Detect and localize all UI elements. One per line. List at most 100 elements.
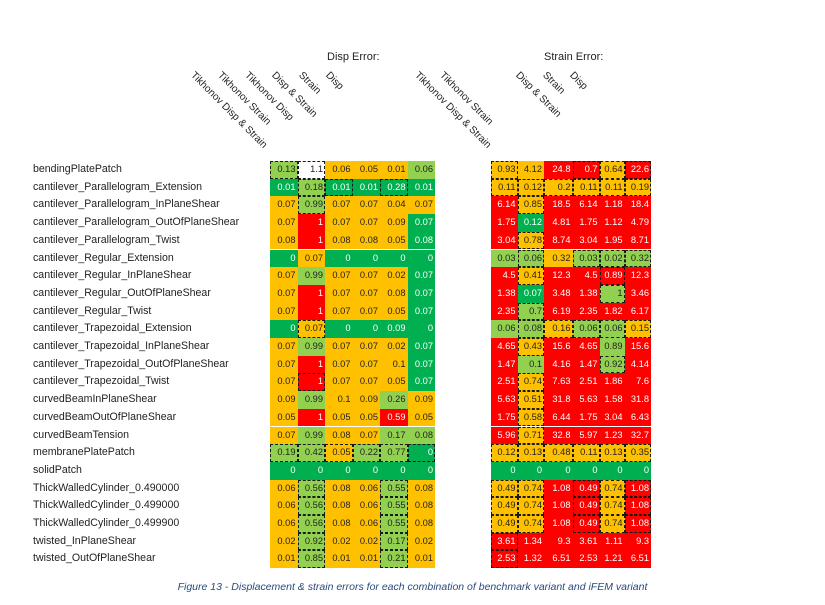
heatmap-cell: 0.56: [297, 479, 325, 498]
heatmap-cell: 7.63: [544, 373, 573, 392]
heatmap-cell: 5.96: [491, 426, 518, 445]
heatmap-cell: 0.41: [517, 267, 544, 285]
heatmap-cell: 0.07: [407, 214, 435, 232]
heatmap-cell: 0: [270, 461, 298, 480]
heatmap-cell: 0.28: [380, 178, 408, 197]
heatmap-cell: 0.55: [380, 497, 408, 515]
heatmap-cell: 0.09: [380, 214, 408, 232]
heatmap-cell: 2.53: [572, 550, 600, 569]
heatmap-cell: 0.07: [270, 214, 298, 232]
row-label: cantilever_Regular_InPlaneShear: [33, 269, 192, 282]
heatmap-cell: 2.51: [491, 373, 518, 392]
heatmap-cell: 0.2: [544, 178, 573, 197]
heatmap-cell: 0: [407, 461, 435, 480]
heatmap-cell: 0: [407, 320, 435, 338]
heatmap-cell: 0.01: [352, 550, 380, 569]
disp-error-title: Disp Error:: [327, 51, 380, 63]
heatmap-cell: 0.08: [270, 231, 298, 250]
heatmap-cell: 1.75: [491, 408, 518, 427]
heatmap-cell: 0.07: [407, 284, 435, 303]
row-label: cantilever_Regular_OutOfPlaneShear: [33, 286, 211, 299]
heatmap-cell: 0.74: [517, 497, 544, 515]
heatmap-cell: 0.56: [297, 497, 325, 515]
heatmap-cell: 2.35: [572, 302, 600, 321]
heatmap-cell: 0.56: [297, 515, 325, 533]
heatmap-cell: 0.32: [544, 249, 573, 268]
heatmap-cell: 2.53: [491, 550, 518, 569]
heatmap-cell: 0.07: [297, 249, 325, 268]
heatmap-cell: 12.3: [624, 267, 651, 285]
heatmap-cell: 0.04: [380, 196, 408, 215]
heatmap-cell: 22.6: [624, 161, 651, 179]
figure-caption: Figure 13 - Displacement & strain errors…: [177, 581, 648, 593]
heatmap-cell: 0.35: [624, 444, 651, 462]
heatmap-cell: 0.55: [380, 515, 408, 533]
heatmap-cell: 0.07: [325, 373, 353, 392]
heatmap-cell: 0.74: [599, 497, 625, 515]
heatmap-cell: 6.14: [572, 196, 600, 215]
heatmap-cell: 6.14: [491, 196, 518, 215]
heatmap-cell: 0.07: [352, 196, 380, 215]
heatmap-cell: 0.07: [325, 338, 353, 356]
heatmap-cell: 0.05: [380, 231, 408, 250]
heatmap-cell: 0.06: [572, 320, 600, 338]
heatmap-cell: 0.71: [517, 426, 544, 445]
heatmap-cell: 0.58: [517, 408, 544, 427]
row-label: ThickWalledCylinder_0.499000: [33, 499, 180, 512]
heatmap-cell: 1.32: [517, 550, 544, 569]
heatmap-cell: 0.08: [325, 515, 353, 533]
heatmap-cell: 3.04: [491, 231, 518, 250]
heatmap-cell: 0.05: [352, 408, 380, 427]
heatmap-cell: 4.81: [544, 214, 573, 232]
heatmap-cell: 0.11: [599, 178, 625, 197]
row-label: solidPatch: [33, 463, 82, 476]
row-label: cantilever_Trapezoidal_InPlaneShear: [33, 340, 210, 352]
heatmap-cell: 0.08: [380, 284, 408, 303]
heatmap-cell: 0.89: [599, 267, 625, 285]
heatmap-cell: 0.07: [325, 284, 353, 303]
heatmap-cell: 0.08: [407, 479, 435, 498]
heatmap-cell: 1: [297, 373, 325, 392]
heatmap-cell: 0.06: [270, 515, 298, 533]
row-label: bendingPlatePatch: [33, 163, 122, 175]
heatmap-cell: 0.06: [352, 497, 380, 515]
heatmap-cell: 0.07: [407, 355, 435, 374]
heatmap-cell: 5.63: [572, 391, 600, 409]
heatmap-cell: 1: [297, 355, 325, 374]
row-label: cantilever_Trapezoidal_OutOfPlaneShear: [33, 357, 229, 370]
row-label: cantilever_Parallelogram_Extension: [33, 180, 203, 193]
row-label: twisted_InPlaneShear: [33, 534, 137, 547]
heatmap-cell: 0.22: [352, 444, 380, 462]
heatmap-cell: 31.8: [544, 391, 573, 409]
heatmap-cell: 7.6: [624, 373, 651, 392]
heatmap-cell: 0.17: [380, 532, 408, 551]
heatmap-cell: 0.07: [325, 355, 353, 374]
row-label: cantilever_Parallelogram_InPlaneShear: [33, 198, 220, 211]
heatmap-cell: 6.43: [624, 408, 651, 427]
heatmap-cell: 1.1: [297, 161, 325, 179]
heatmap-cell: 0.11: [491, 178, 518, 197]
heatmap-cell: 0.89: [599, 338, 625, 356]
heatmap-cell: 4.16: [544, 355, 573, 374]
heatmap-cell: 1.11: [599, 532, 625, 551]
heatmap-cell: 0: [325, 461, 353, 480]
heatmap-cell: 8.71: [624, 231, 651, 250]
heatmap-cell: 0.85: [297, 550, 325, 569]
heatmap-cell: 1.82: [599, 302, 625, 321]
heatmap-cell: 0.11: [572, 444, 600, 462]
heatmap-cell: 0.02: [407, 532, 435, 551]
heatmap-cell: 3.04: [599, 408, 625, 427]
heatmap-cell: 4.65: [491, 338, 518, 356]
heatmap-cell: 0.08: [325, 479, 353, 498]
row-label: twisted_OutOfPlaneShear: [33, 552, 156, 565]
heatmap-cell: 0.06: [517, 249, 544, 268]
heatmap-cell: 0.48: [544, 444, 573, 462]
heatmap-cell: 1.47: [572, 355, 600, 374]
heatmap-cell: 1.75: [572, 214, 600, 232]
heatmap-cell: 0.07: [325, 267, 353, 285]
heatmap-cell: 0.32: [624, 249, 651, 268]
heatmap-cell: 0.13: [270, 161, 298, 179]
heatmap-cell: 0.49: [572, 497, 600, 515]
heatmap-cell: 0.64: [599, 161, 625, 179]
heatmap-cell: 0.09: [270, 391, 298, 409]
